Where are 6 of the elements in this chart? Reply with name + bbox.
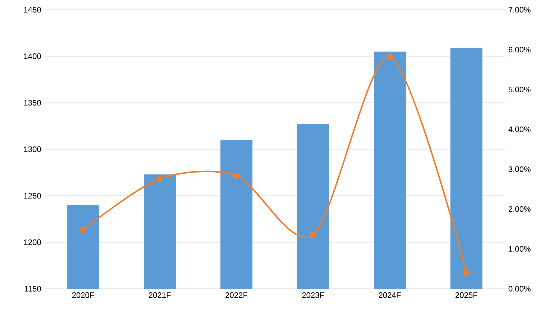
point [80, 226, 87, 234]
point [463, 270, 470, 276]
point [310, 232, 317, 238]
point [156, 176, 164, 182]
point [233, 172, 240, 180]
point [386, 54, 394, 61]
